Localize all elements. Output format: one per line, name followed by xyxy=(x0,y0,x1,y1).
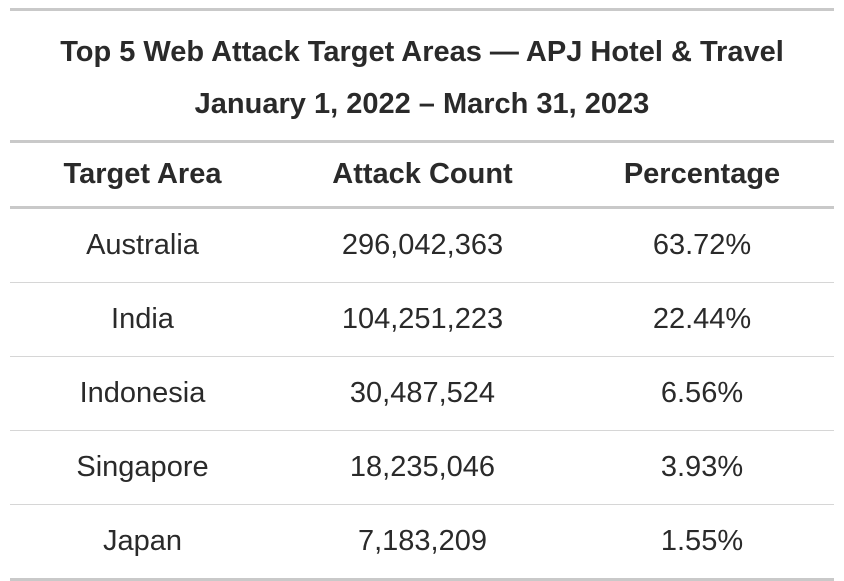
cell-percentage: 6.56% xyxy=(570,356,834,431)
cell-attack-count: 18,235,046 xyxy=(275,430,570,505)
data-table-container: Top 5 Web Attack Target Areas — APJ Hote… xyxy=(10,8,834,581)
cell-attack-count: 30,487,524 xyxy=(275,356,570,431)
cell-percentage: 1.55% xyxy=(570,504,834,581)
table-row: India 104,251,223 22.44% xyxy=(10,282,834,357)
table-row: Australia 296,042,363 63.72% xyxy=(10,207,834,283)
cell-target-area: Indonesia xyxy=(10,356,275,431)
column-header-percentage: Percentage xyxy=(570,143,834,209)
table-row: Singapore 18,235,046 3.93% xyxy=(10,430,834,505)
table-row: Japan 7,183,209 1.55% xyxy=(10,504,834,581)
cell-target-area: Singapore xyxy=(10,430,275,505)
cell-target-area: Japan xyxy=(10,504,275,581)
cell-percentage: 63.72% xyxy=(570,207,834,283)
cell-percentage: 22.44% xyxy=(570,282,834,357)
data-table: Target Area Attack Count Percentage Aust… xyxy=(10,143,834,581)
cell-attack-count: 7,183,209 xyxy=(275,504,570,581)
cell-attack-count: 296,042,363 xyxy=(275,207,570,283)
top-rule xyxy=(10,8,834,11)
column-header-target-area: Target Area xyxy=(10,143,275,209)
cell-target-area: Australia xyxy=(10,207,275,283)
header-rule xyxy=(10,140,834,143)
title-line-1: Top 5 Web Attack Target Areas — APJ Hote… xyxy=(60,36,784,68)
cell-target-area: India xyxy=(10,282,275,357)
cell-attack-count: 104,251,223 xyxy=(275,282,570,357)
table-row: Indonesia 30,487,524 6.56% xyxy=(10,356,834,431)
table-title: Top 5 Web Attack Target Areas — APJ Hote… xyxy=(10,11,834,140)
title-line-2: January 1, 2022 – March 31, 2023 xyxy=(194,88,650,120)
cell-percentage: 3.93% xyxy=(570,430,834,505)
header-row: Target Area Attack Count Percentage xyxy=(10,143,834,209)
column-header-attack-count: Attack Count xyxy=(275,143,570,209)
